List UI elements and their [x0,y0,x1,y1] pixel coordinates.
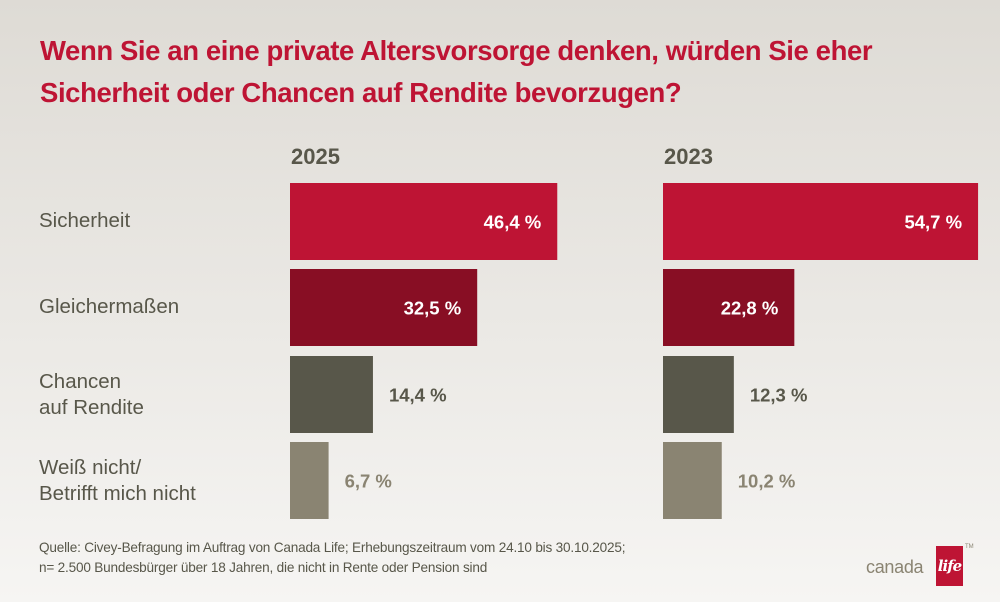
data-label-2025-2: 32,5 % [404,298,462,319]
source-line-2: n= 2.500 Bundesbürger über 18 Jahren, di… [39,560,488,575]
category-label-chancen: Chancen auf Rendite [39,370,144,419]
bar-2025-1 [290,183,558,260]
bar-2023-3 [663,356,734,433]
data-label-2025-4: 6,7 % [345,471,392,492]
logo-trademark: TM [965,544,974,550]
bar-2023-1 [663,183,979,260]
logo-wordmark: canada [866,557,924,577]
canada-life-logo: canada life TM [866,542,996,588]
data-label-2023-4: 10,2 % [738,471,796,492]
bar-2025-2 [290,269,478,346]
year-label-2025: 2025 [291,144,340,169]
data-label-2023-1: 54,7 % [904,212,962,233]
data-label-2023-2: 22,8 % [721,298,779,319]
category-label-gleichermassen: Gleichermaßen [39,295,180,318]
bar-2023-2 [663,269,795,346]
category-label-sicherheit: Sicherheit [39,209,131,232]
data-label-2025-1: 46,4 % [484,212,542,233]
source-line-1: Quelle: Civey-Befragung im Auftrag von C… [39,540,626,555]
data-label-2023-3: 12,3 % [750,385,808,406]
bar-2023-4 [663,442,722,519]
data-label-2025-3: 14,4 % [389,385,447,406]
bar-2025-3 [290,356,373,433]
source-note: Quelle: Civey-Befragung im Auftrag von C… [39,538,625,578]
category-label-weiss-nicht: Weiß nicht/ Betrifft mich nicht [39,456,196,505]
chart-title: Wenn Sie an eine private Altersvorsorge … [40,35,873,108]
bar-2025-4 [290,442,329,519]
year-label-2023: 2023 [664,144,713,169]
logo-life-box: life [936,546,963,586]
